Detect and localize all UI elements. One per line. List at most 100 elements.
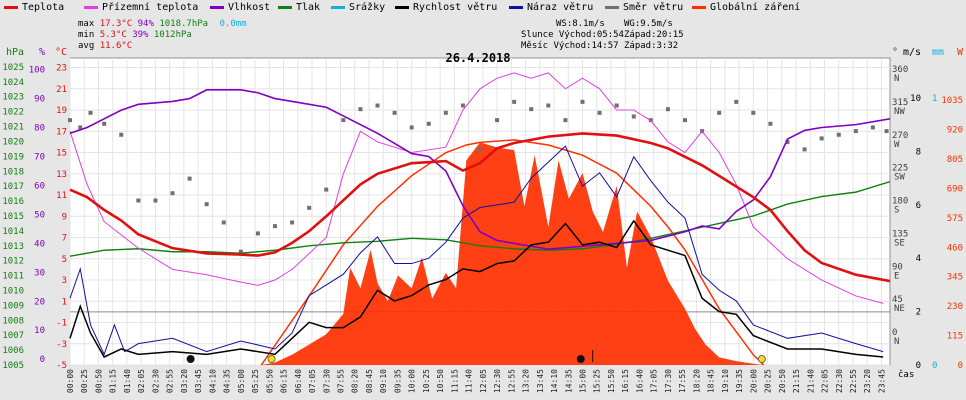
x-tick-label: 00:00: [66, 369, 75, 393]
legend-swatch: [605, 5, 619, 9]
series-wind-speed-line: [69, 219, 884, 358]
wind-speed-tick-label: 6: [916, 201, 921, 211]
stats-avg-temp: 11.6°C: [99, 41, 133, 51]
wind-direction-point: [478, 147, 482, 152]
wind-direction-point: [802, 147, 807, 152]
pressure-tick-label: 1020: [2, 137, 24, 147]
wind-dir-compass-label: NW: [894, 107, 905, 117]
stats-avg-row: avg 11.6°C: [78, 41, 132, 51]
wind-direction-point: [563, 118, 568, 123]
stats-label: max: [78, 19, 95, 29]
legend-swatch: [395, 5, 409, 9]
wind-direction-point: [751, 110, 756, 115]
pressure-tick-label: 1013: [2, 242, 24, 252]
pressure-tick-label: 1012: [2, 257, 24, 267]
x-tick-label: 22:05: [821, 369, 830, 393]
humidity-title-label: %: [39, 47, 45, 58]
pressure-tick-label: 1010: [2, 286, 24, 296]
x-tick-label: 03:20: [180, 369, 189, 393]
x-tick-label: 10:00: [408, 369, 417, 393]
series-pressure-line: [69, 181, 891, 257]
x-tick-label: 19:10: [721, 369, 730, 393]
stats-max-humidity: 94%: [137, 19, 154, 29]
pressure-tick-label: 1008: [2, 316, 24, 326]
radiation-tick-label: 345: [947, 273, 963, 283]
wind-dir-tick-label: 135: [892, 229, 908, 239]
wind-dir-compass-label: NE: [894, 304, 905, 314]
humidity-tick-label: 50: [34, 210, 45, 220]
legend-item: Směr větru: [605, 2, 683, 13]
wind-direction-point: [68, 118, 72, 123]
wind-direction-point: [358, 107, 363, 112]
wind-direction-point: [819, 136, 824, 141]
temperature-tick-label: 9: [62, 212, 67, 222]
wind-direction-point: [683, 118, 687, 123]
x-tick-label: 10:50: [436, 369, 445, 393]
wind-direction-point: [307, 205, 312, 210]
sun-rise-info: Slunce Východ:05:54: [521, 30, 624, 40]
series-humidity-line: [69, 89, 891, 250]
x-tick-label: 15:25: [593, 369, 602, 393]
wind-direction-point: [512, 99, 517, 104]
x-tick-label: 17:05: [650, 369, 659, 393]
wind-dir-compass-label: N: [894, 337, 899, 347]
moonset-marker: [186, 355, 195, 363]
pressure-tick-label: 1014: [2, 227, 24, 237]
wind-direction-point: [187, 176, 192, 181]
radiation-tick-label: 575: [947, 214, 963, 224]
temperature-tick-label: 1: [62, 297, 67, 307]
wind-direction-point: [409, 125, 414, 130]
x-tick-label: 17:30: [664, 369, 673, 393]
x-tick-label: 06:15: [280, 369, 289, 393]
wind-direction-point: [255, 231, 260, 236]
wind-dir-title-label: °: [892, 47, 898, 58]
humidity-tick-label: 100: [29, 66, 45, 76]
temperature-tick-label: 11: [56, 191, 67, 201]
x-tick-label: 04:35: [223, 369, 232, 393]
humidity-tick-label: 40: [34, 239, 45, 249]
temperature-tick-label: 13: [56, 170, 67, 180]
wind-direction-point: [392, 110, 397, 115]
x-tick-label: 12:05: [479, 369, 488, 393]
x-tick-label: 21:40: [806, 369, 815, 393]
wind-direction-point: [238, 249, 243, 254]
pressure-tick-label: 1005: [2, 361, 24, 371]
wind-direction-point: [853, 129, 858, 134]
wind-direction-point: [580, 99, 585, 104]
wind-direction-point: [546, 103, 551, 108]
x-tick-label: 18:45: [707, 369, 716, 393]
x-tick-label: 15:00: [579, 369, 588, 393]
x-tick-label: 02:05: [137, 369, 146, 393]
pressure-tick-label: 1024: [2, 78, 24, 88]
x-tick-label: 02:55: [166, 369, 175, 393]
wind-direction-point: [870, 125, 875, 130]
wind-dir-tick-label: 225: [892, 164, 908, 174]
wind-direction-point: [614, 103, 619, 108]
humidity-tick-label: 20: [34, 297, 45, 307]
stats-label: min: [78, 30, 95, 40]
wind-speed-title-label: m/s: [903, 47, 921, 58]
rain-tick-label: 1: [932, 94, 937, 104]
wind-direction-point: [597, 110, 602, 115]
x-tick-label: 08:20: [351, 369, 360, 393]
radiation-tick-label: 460: [947, 243, 963, 253]
x-tick-label: 00:50: [94, 369, 103, 393]
legend-swatch: [4, 5, 18, 9]
x-tick-label: 01:40: [123, 369, 132, 393]
wind-speed-tick-label: 2: [916, 308, 921, 318]
x-tick-label: 22:30: [835, 369, 844, 393]
x-tick-label: 10:25: [422, 369, 431, 393]
wind-direction-point: [341, 118, 346, 123]
legend-label: Globální záření: [710, 2, 801, 13]
radiation-tick-label: 230: [947, 302, 963, 312]
pressure-tick-label: 1022: [2, 108, 24, 118]
wind-dir-tick-label: 180: [892, 197, 908, 207]
wind-speed-tick-label: 10: [910, 94, 921, 104]
legend-item: Srážky: [331, 2, 385, 13]
x-tick-label: 19:35: [735, 369, 744, 393]
stats-min-pressure: 1012hPa: [153, 30, 192, 40]
temperature-tick-label: 5: [62, 255, 67, 265]
wind-direction-point: [324, 187, 329, 192]
x-tick-label: 23:20: [863, 369, 872, 393]
